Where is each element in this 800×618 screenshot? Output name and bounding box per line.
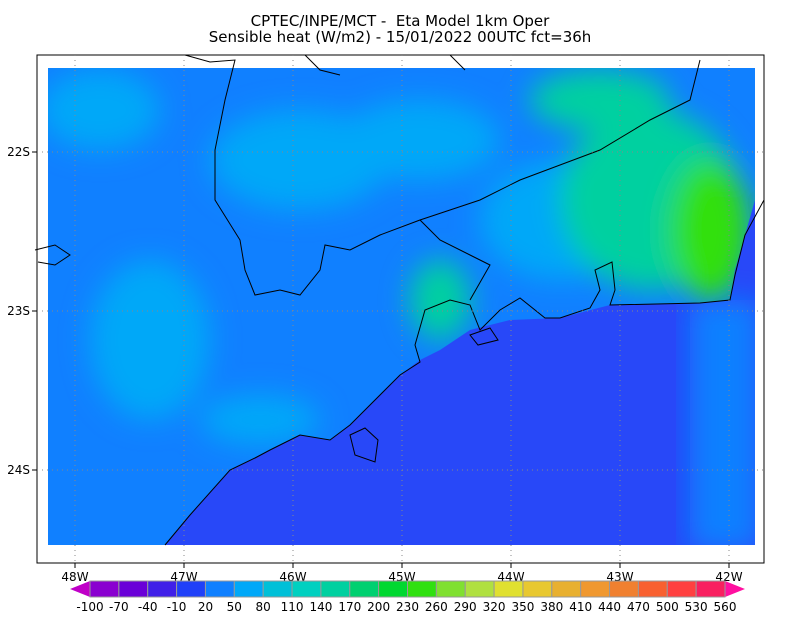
heat-patch — [48, 70, 160, 150]
boundaries — [34, 54, 765, 546]
colorbar-label: 200 — [367, 600, 390, 614]
lat-tick-label: 24S — [7, 463, 30, 477]
chart-title-line1: CPTEC/INPE/MCT - Eta Model 1km Oper — [250, 12, 550, 30]
colorbar-box — [118, 580, 149, 598]
colorbar-label: 320 — [483, 600, 506, 614]
colorbar-label: 80 — [256, 600, 271, 614]
state-border — [184, 54, 491, 301]
colorbar-label: -70 — [109, 600, 129, 614]
colorbar-label: 530 — [685, 600, 708, 614]
colorbar-box — [464, 580, 495, 598]
lon-tick-label: 48W — [61, 570, 88, 584]
heat-patch — [200, 395, 320, 445]
colorbar-box — [666, 580, 697, 598]
colorbar-under-triangle — [70, 581, 90, 597]
heat-patch — [670, 160, 750, 300]
colorbar-box — [522, 580, 553, 598]
colorbar-box — [551, 580, 582, 598]
colorbar-label: 500 — [656, 600, 679, 614]
colorbar-label: 50 — [227, 600, 242, 614]
colorbar-label: 260 — [425, 600, 448, 614]
colorbar-box — [176, 580, 206, 598]
heat-patch — [530, 70, 670, 130]
heat-patches — [48, 70, 750, 445]
lat-tick-label: 22S — [7, 145, 30, 159]
heat-patch — [340, 100, 500, 180]
colorbar-label: 440 — [598, 600, 621, 614]
colorbar-label: 230 — [396, 600, 419, 614]
colorbar-box — [580, 580, 611, 598]
colorbar-box — [407, 580, 437, 598]
colorbar-box — [204, 580, 235, 598]
colorbar-box — [637, 580, 668, 598]
colorbar-box — [320, 580, 351, 598]
state-border — [419, 59, 701, 221]
grid — [37, 55, 764, 563]
coastline — [164, 199, 765, 546]
colorbar-box — [291, 580, 322, 598]
colorbar: -100 -70 -40 -10 20 50 80 110 140 170 200 230 260 290… — [70, 580, 745, 614]
heat-patch — [90, 260, 210, 420]
colorbar-label: -100 — [76, 600, 103, 614]
lat-tick-label: 23S — [7, 304, 30, 318]
colorbar-box — [493, 580, 524, 598]
colorbar-label: 140 — [309, 600, 332, 614]
colorbar-label: 350 — [512, 600, 535, 614]
colorbar-box — [262, 580, 293, 598]
colorbar-label: 20 — [198, 600, 213, 614]
colorbar-box — [349, 580, 380, 598]
colorbar-box — [147, 580, 178, 598]
heat-patch — [410, 260, 470, 340]
colorbar-box — [378, 580, 408, 598]
colorbar-label: 170 — [338, 600, 361, 614]
colorbar-label: 560 — [714, 600, 737, 614]
chart-title-line2: Sensible heat (W/m2) - 15/01/2022 00UTC … — [208, 28, 592, 46]
colorbar-label: 470 — [627, 600, 650, 614]
colorbar-label: -10 — [167, 600, 187, 614]
colorbar-label: 110 — [281, 600, 304, 614]
colorbar-box — [89, 580, 120, 598]
colorbar-box — [435, 580, 466, 598]
colorbar-box — [233, 580, 264, 598]
colorbar-label: 410 — [569, 600, 592, 614]
offshore-field — [690, 300, 755, 545]
colorbar-label: -40 — [138, 600, 158, 614]
colorbar-label: 290 — [454, 600, 477, 614]
colorbar-label: 380 — [540, 600, 563, 614]
colorbar-over-triangle — [725, 581, 745, 597]
colorbar-box — [695, 580, 726, 598]
colorbar-box — [609, 580, 639, 598]
